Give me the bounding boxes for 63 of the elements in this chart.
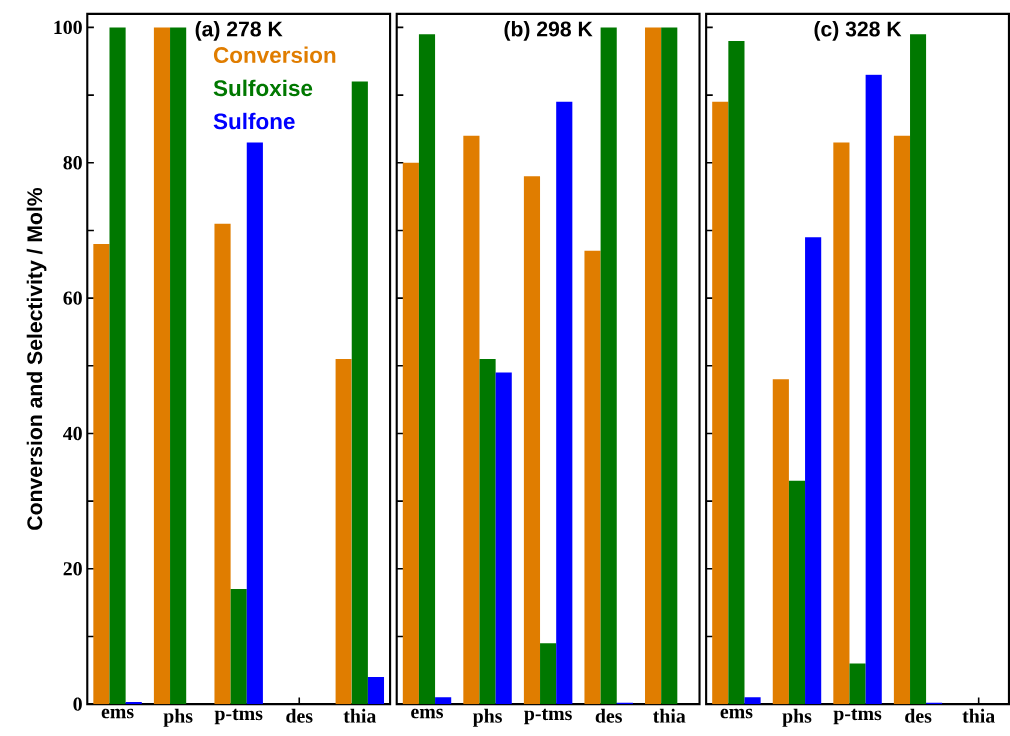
bar <box>584 250 601 705</box>
bar <box>153 27 171 705</box>
bar <box>93 244 110 705</box>
bar <box>645 27 662 705</box>
x-tick-label: p-tms <box>524 708 572 725</box>
bar <box>109 27 126 705</box>
bar <box>712 101 729 705</box>
chart-title: (c) 328 K <box>814 21 902 41</box>
x-tick-label: thia <box>962 708 995 723</box>
x-tick-label: thia <box>653 708 686 723</box>
y-axis-title: Conversion and Selectivity / Mol% <box>26 187 47 530</box>
bar <box>805 237 822 705</box>
bar <box>910 34 927 705</box>
y-tick-label: 40 <box>63 426 82 441</box>
bar <box>788 480 806 705</box>
bar <box>125 702 142 705</box>
x-tick-label: phs <box>163 708 193 727</box>
bar <box>463 135 480 705</box>
y-tick-label: 0 <box>73 697 82 711</box>
bar <box>661 27 678 705</box>
bar <box>523 176 541 705</box>
y-tick-label: 20 <box>63 562 82 576</box>
bar <box>865 74 882 705</box>
x-tick-label: des <box>595 708 622 723</box>
bar <box>418 34 436 705</box>
y-tick-label: 100 <box>54 20 82 35</box>
bar <box>230 589 247 705</box>
x-tick-label: p-tms <box>833 708 882 725</box>
bar <box>600 27 617 705</box>
x-tick-label: ems <box>720 708 753 719</box>
bar <box>728 41 745 705</box>
x-tick-label: phs <box>782 708 812 727</box>
y-tick-label: 60 <box>63 291 82 305</box>
series-label: Sulfoxise <box>213 79 313 97</box>
x-tick-label: des <box>286 708 313 723</box>
bar <box>495 372 512 705</box>
bar <box>540 643 557 705</box>
bar <box>833 142 850 705</box>
x-tick-label: phs <box>472 708 502 727</box>
bar <box>772 379 789 705</box>
bar <box>246 142 263 705</box>
series-label: Conversion <box>213 46 336 64</box>
bar <box>893 135 911 705</box>
bar <box>479 359 496 705</box>
bar <box>556 101 573 705</box>
y-tick-label: 80 <box>63 156 82 170</box>
x-tick-label: p-tms <box>214 708 263 725</box>
bar <box>351 81 368 705</box>
x-tick-label: ems <box>411 708 444 719</box>
x-tick-label: des <box>905 708 932 723</box>
bar <box>849 663 866 705</box>
x-tick-label: ems <box>101 708 134 719</box>
bar <box>402 162 419 705</box>
bar <box>744 697 761 705</box>
x-tick-label: thia <box>343 708 377 723</box>
bar <box>435 697 452 705</box>
bar <box>214 223 231 705</box>
chart-title: (b) 298 K <box>504 21 593 41</box>
bar <box>367 677 385 705</box>
bar <box>170 27 187 705</box>
chart-title: (a) 278 K <box>195 21 283 41</box>
series-label: Sulfone <box>213 112 295 130</box>
bar <box>335 359 352 705</box>
